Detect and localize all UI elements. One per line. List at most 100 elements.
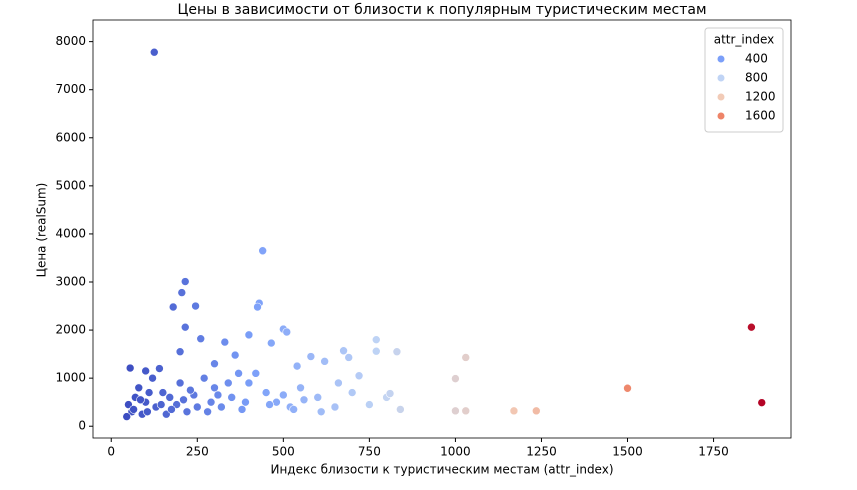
point xyxy=(155,364,164,373)
y-tick-label: 6000 xyxy=(55,130,86,144)
point xyxy=(168,302,178,312)
point xyxy=(144,388,154,397)
point xyxy=(461,353,471,362)
point xyxy=(316,407,326,417)
point xyxy=(279,390,288,400)
point xyxy=(265,400,274,409)
point xyxy=(210,359,219,369)
point xyxy=(199,373,209,383)
point xyxy=(371,346,381,356)
point xyxy=(234,369,243,378)
point xyxy=(167,405,176,414)
point xyxy=(509,406,519,416)
point xyxy=(143,407,152,417)
point xyxy=(186,385,195,395)
point xyxy=(266,338,276,348)
point xyxy=(385,389,395,398)
point xyxy=(347,388,357,397)
legend-label: 1200 xyxy=(745,90,776,104)
point xyxy=(623,383,632,393)
point xyxy=(253,302,262,312)
point xyxy=(191,301,200,311)
point xyxy=(227,393,237,402)
point xyxy=(148,373,157,383)
point xyxy=(299,395,309,405)
point xyxy=(230,350,240,360)
point xyxy=(306,352,316,361)
legend-title: attr_index xyxy=(714,33,775,47)
point xyxy=(339,346,348,356)
point xyxy=(136,395,145,405)
point xyxy=(241,397,250,407)
y-tick-label: 3000 xyxy=(55,275,86,289)
point xyxy=(182,407,192,417)
y-axis-label: Цена (realSum) xyxy=(35,183,49,278)
point xyxy=(396,405,405,414)
point xyxy=(313,393,323,402)
point xyxy=(213,390,223,400)
legend-label: 800 xyxy=(745,71,768,85)
x-tick-label: 500 xyxy=(272,445,295,459)
point xyxy=(258,246,267,256)
point xyxy=(292,361,302,371)
point xyxy=(180,322,190,332)
point xyxy=(237,405,247,414)
point xyxy=(251,369,261,378)
point xyxy=(180,277,190,286)
point xyxy=(175,378,185,388)
point xyxy=(141,366,150,376)
x-tick-label: 1250 xyxy=(526,445,557,459)
y-tick-label: 5000 xyxy=(55,178,86,192)
y-tick-label: 8000 xyxy=(55,34,86,48)
point xyxy=(196,334,206,344)
point xyxy=(210,383,219,393)
y-tick-label: 2000 xyxy=(55,323,86,337)
legend-label: 1600 xyxy=(745,109,776,123)
point xyxy=(320,357,329,366)
point xyxy=(125,363,135,373)
point xyxy=(122,412,132,421)
x-tick-label: 1750 xyxy=(698,445,729,459)
point xyxy=(177,288,187,297)
point xyxy=(217,402,226,412)
point xyxy=(532,406,541,416)
point xyxy=(365,400,374,409)
legend-label: 400 xyxy=(745,52,768,66)
y-tick-label: 4000 xyxy=(55,226,86,240)
point xyxy=(371,335,381,344)
plot-frame xyxy=(92,19,792,439)
y-tick-label: 7000 xyxy=(55,82,86,96)
legend-marker xyxy=(717,55,725,63)
chart-title: Цены в зависимости от близости к популяр… xyxy=(177,2,706,18)
point xyxy=(289,405,298,414)
point xyxy=(296,383,305,393)
point xyxy=(244,330,254,340)
x-tick-label: 1000 xyxy=(440,445,471,459)
x-tick-label: 750 xyxy=(358,445,381,459)
x-tick-label: 1500 xyxy=(612,445,643,459)
point xyxy=(747,322,756,332)
point xyxy=(179,395,188,405)
point xyxy=(129,405,138,414)
point xyxy=(192,402,202,412)
point xyxy=(330,402,340,412)
point xyxy=(134,383,144,393)
point xyxy=(223,378,233,388)
point xyxy=(203,407,212,417)
point xyxy=(282,327,292,337)
point xyxy=(334,378,343,388)
point xyxy=(156,400,166,409)
point xyxy=(451,374,460,383)
point xyxy=(261,388,271,397)
legend-marker xyxy=(717,93,725,101)
point xyxy=(451,406,460,416)
legend-box xyxy=(704,27,784,133)
point xyxy=(757,398,767,407)
point xyxy=(354,371,364,381)
legend-marker xyxy=(717,112,725,120)
x-tick-label: 0 xyxy=(107,445,115,459)
point xyxy=(206,397,216,407)
point xyxy=(244,378,254,388)
y-tick-label: 0 xyxy=(78,419,86,433)
